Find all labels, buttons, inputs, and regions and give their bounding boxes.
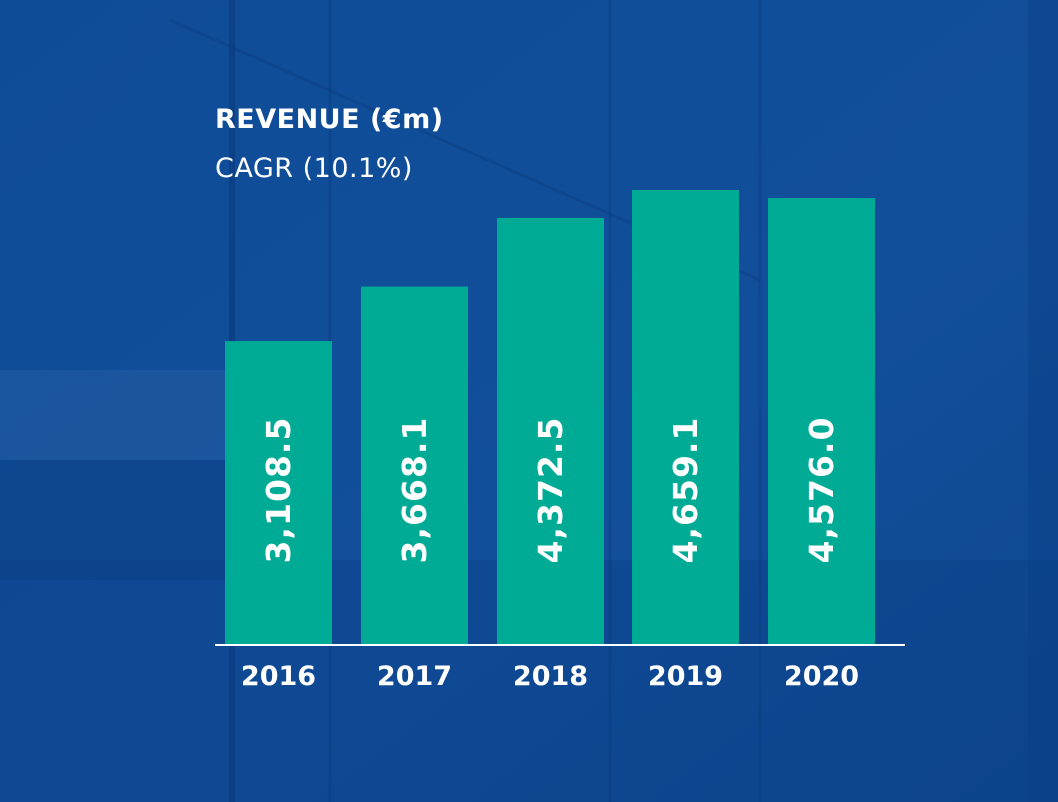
chart-title: REVENUE (€m) — [215, 104, 444, 135]
chart-subtitle: CAGR (10.1%) — [215, 153, 413, 184]
x-tick-label-2018: 2018 — [513, 661, 588, 692]
data-label-2020: 4,576.0 — [802, 417, 841, 564]
bar-2018 — [497, 217, 604, 644]
bar-2017 — [361, 286, 468, 644]
data-label-2016: 3,108.5 — [259, 417, 298, 564]
bar-2019 — [632, 190, 739, 644]
data-label-2019: 4,659.1 — [666, 417, 705, 564]
bar-2020 — [768, 198, 875, 644]
x-tick-label-2020: 2020 — [784, 661, 859, 692]
data-label-2018: 4,372.5 — [531, 417, 570, 564]
x-tick-label-2019: 2019 — [648, 661, 723, 692]
bar-2016 — [225, 341, 332, 644]
x-tick-label-2017: 2017 — [377, 661, 452, 692]
data-label-2017: 3,668.1 — [395, 417, 434, 564]
x-tick-label-2016: 2016 — [241, 661, 316, 692]
